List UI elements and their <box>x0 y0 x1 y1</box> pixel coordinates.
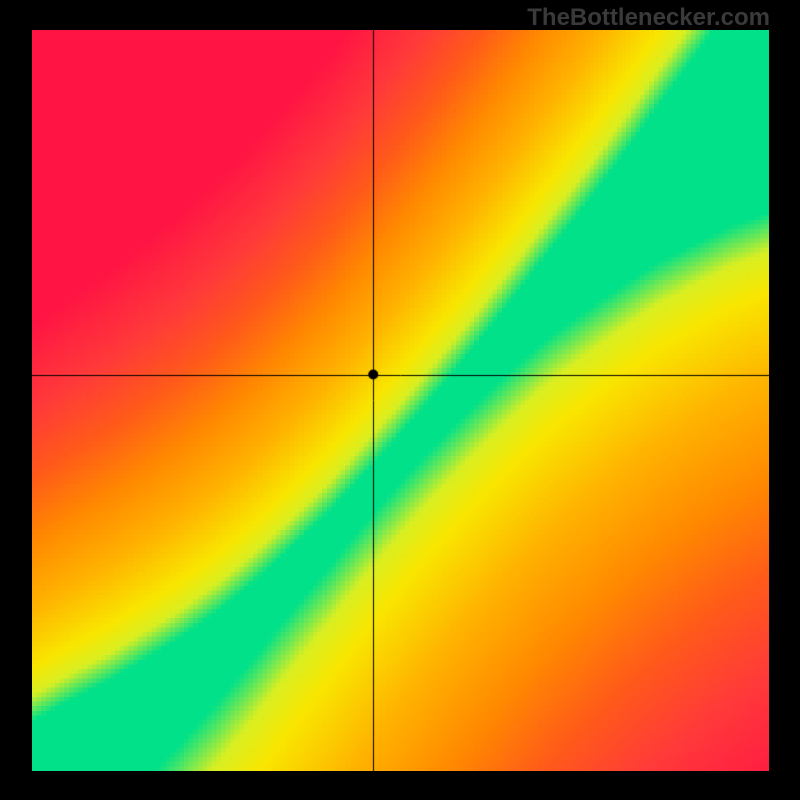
chart-container: TheBottlenecker.com <box>0 0 800 800</box>
crosshair-overlay <box>32 30 769 771</box>
watermark-text: TheBottlenecker.com <box>527 4 770 32</box>
